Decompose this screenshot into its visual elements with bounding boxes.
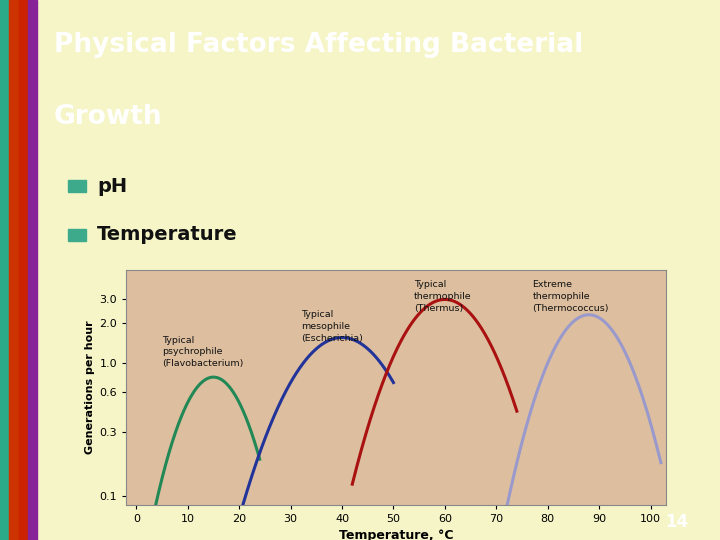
Text: Growth: Growth bbox=[54, 104, 163, 130]
Bar bbox=[68, 229, 86, 241]
Text: Extreme
thermophile
(Thermococcus): Extreme thermophile (Thermococcus) bbox=[532, 280, 609, 313]
Text: Physical Factors Affecting Bacterial: Physical Factors Affecting Bacterial bbox=[54, 32, 583, 58]
Text: pH: pH bbox=[97, 177, 127, 196]
X-axis label: Temperature, °C: Temperature, °C bbox=[338, 530, 454, 540]
Text: Typical
mesophile
(Escherichia): Typical mesophile (Escherichia) bbox=[301, 310, 363, 342]
Text: 14: 14 bbox=[665, 514, 688, 531]
Text: Typical
thermophile
(Thermus): Typical thermophile (Thermus) bbox=[414, 280, 472, 313]
Y-axis label: Generations per hour: Generations per hour bbox=[85, 321, 95, 454]
Text: Typical
psychrophile
(Flavobacterium): Typical psychrophile (Flavobacterium) bbox=[162, 336, 243, 368]
Text: Temperature: Temperature bbox=[97, 225, 238, 245]
Bar bbox=[68, 180, 86, 192]
